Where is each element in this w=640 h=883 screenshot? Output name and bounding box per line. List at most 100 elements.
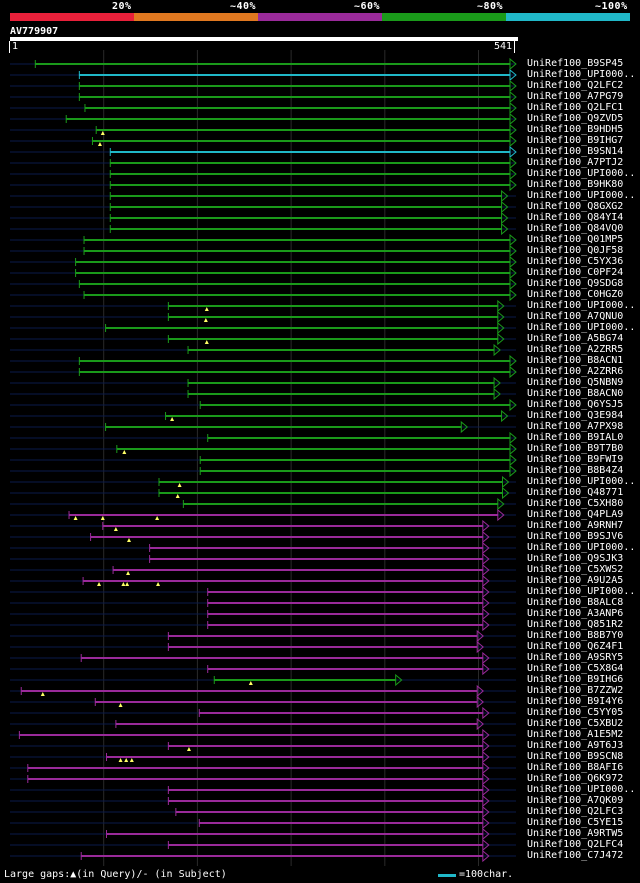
query-gap-marker xyxy=(248,681,253,685)
hit-label[interactable]: UniRef100_Q5NBN9 xyxy=(527,377,624,388)
hit-label[interactable]: UniRef100_B9HDH5 xyxy=(527,124,624,135)
hit-end-arrow xyxy=(509,178,517,192)
hit-label[interactable]: UniRef100_UPI000.. xyxy=(527,322,636,333)
ruler-end-label: 541 xyxy=(494,41,516,53)
hit-label[interactable]: UniRef100_A7PTJ2 xyxy=(527,157,624,168)
hit-label[interactable]: UniRef100_Q3E984 xyxy=(527,410,624,421)
hit-row xyxy=(10,398,517,412)
hit-label[interactable]: UniRef100_B9SCN8 xyxy=(527,751,624,762)
hit-label[interactable]: UniRef100_C5X8G4 xyxy=(527,663,624,674)
hit-label[interactable]: UniRef100_C7J472 xyxy=(527,850,624,861)
hit-label[interactable]: UniRef100_UPI000.. xyxy=(527,168,636,179)
query-gap-marker xyxy=(100,516,105,520)
hit-label[interactable]: UniRef100_B8B4Z4 xyxy=(527,465,624,476)
hit-label[interactable]: UniRef100_A1E5M2 xyxy=(527,729,624,740)
hit-label[interactable]: UniRef100_B9I4Y6 xyxy=(527,696,624,707)
hit-label[interactable]: UniRef100_Q6YSJ5 xyxy=(527,399,624,410)
hit-label[interactable]: UniRef100_Q851R2 xyxy=(527,619,624,630)
hit-label[interactable]: UniRef100_A9SRY5 xyxy=(527,652,624,663)
hit-label[interactable]: UniRef100_A9T6J3 xyxy=(527,740,624,751)
hit-end-arrow xyxy=(509,365,517,379)
hit-label[interactable]: UniRef100_B9IHG7 xyxy=(527,135,624,146)
hit-end-arrow xyxy=(482,552,490,566)
hit-label[interactable]: UniRef100_C5YX36 xyxy=(527,256,624,267)
hit-label[interactable]: UniRef100_B8AFI6 xyxy=(527,762,624,773)
hit-label[interactable]: UniRef100_C0PF24 xyxy=(527,267,624,278)
hit-label[interactable]: UniRef100_B7ZZW2 xyxy=(527,685,624,696)
hit-label[interactable]: UniRef100_C0HGZ0 xyxy=(527,289,624,300)
hit-label[interactable]: UniRef100_C5XH80 xyxy=(527,498,624,509)
hit-end-arrow xyxy=(509,442,517,456)
hit-label[interactable]: UniRef100_A7QNU0 xyxy=(527,311,624,322)
hit-row xyxy=(10,805,516,819)
hit-label[interactable]: UniRef100_Q2LFC3 xyxy=(527,806,624,817)
hit-label[interactable]: UniRef100_Q6K972 xyxy=(527,773,624,784)
hit-row xyxy=(10,816,516,830)
hit-label[interactable]: UniRef100_B9SJV6 xyxy=(527,531,624,542)
hit-label[interactable]: UniRef100_Q6Z4F1 xyxy=(527,641,624,652)
hit-label[interactable]: UniRef100_B9SP45 xyxy=(527,58,624,69)
hit-label[interactable]: UniRef100_Q9ZVD5 xyxy=(527,113,624,124)
hit-row xyxy=(10,354,517,368)
hit-label[interactable]: UniRef100_B9HK80 xyxy=(527,179,624,190)
hit-row xyxy=(10,321,516,335)
hit-label[interactable]: UniRef100_A5BG74 xyxy=(527,333,624,344)
hit-label[interactable]: UniRef100_UPI000.. xyxy=(527,300,636,311)
hit-label[interactable]: UniRef100_Q01MP5 xyxy=(527,234,624,245)
hit-label[interactable]: UniRef100_C5YY05 xyxy=(527,707,624,718)
hit-end-arrow xyxy=(482,596,490,610)
hit-label[interactable]: UniRef100_UPI000.. xyxy=(527,542,636,553)
hit-label[interactable]: UniRef100_A7PG79 xyxy=(527,91,624,102)
hit-label[interactable]: UniRef100_A2ZRR5 xyxy=(527,344,624,355)
hit-row xyxy=(10,189,516,203)
hit-label[interactable]: UniRef100_UPI000.. xyxy=(527,784,636,795)
hit-label[interactable]: UniRef100_B8ACN1 xyxy=(527,355,624,366)
hit-label[interactable]: UniRef100_C5XBU2 xyxy=(527,718,624,729)
hit-label[interactable]: UniRef100_UPI000.. xyxy=(527,586,636,597)
hit-label[interactable]: UniRef100_Q2LFC2 xyxy=(527,80,624,91)
hit-label[interactable]: UniRef100_B9T7B0 xyxy=(527,443,624,454)
hit-label[interactable]: UniRef100_Q84YI4 xyxy=(527,212,624,223)
hit-label[interactable]: UniRef100_B8ALC8 xyxy=(527,597,624,608)
hit-label[interactable]: UniRef100_Q84VQ0 xyxy=(527,223,624,234)
hit-row xyxy=(10,112,517,126)
hit-label[interactable]: UniRef100_B8ACN0 xyxy=(527,388,624,399)
hit-label[interactable]: UniRef100_Q4PLA9 xyxy=(527,509,624,520)
hit-label[interactable]: UniRef100_A9U2A5 xyxy=(527,575,624,586)
hit-label[interactable]: UniRef100_B9IAL0 xyxy=(527,432,624,443)
ruler-start-label: 1 xyxy=(9,41,18,53)
hit-end-arrow xyxy=(509,68,517,82)
hit-label[interactable]: UniRef100_A9RTW5 xyxy=(527,828,624,839)
hit-label[interactable]: UniRef100_Q8GXG2 xyxy=(527,201,624,212)
hit-label[interactable]: UniRef100_A7PX98 xyxy=(527,421,624,432)
hit-label[interactable]: UniRef100_B8B7Y0 xyxy=(527,630,624,641)
query-gap-marker xyxy=(170,417,175,421)
hit-end-arrow xyxy=(501,200,509,214)
hit-label[interactable]: UniRef100_Q9SDG8 xyxy=(527,278,624,289)
hit-label[interactable]: UniRef100_A7QK09 xyxy=(527,795,624,806)
hit-end-arrow xyxy=(509,233,517,247)
hit-label[interactable]: UniRef100_C5YE15 xyxy=(527,817,624,828)
hit-label[interactable]: UniRef100_UPI000.. xyxy=(527,190,636,201)
hit-label[interactable]: UniRef100_Q2LFC4 xyxy=(527,839,624,850)
hit-label[interactable]: UniRef100_B9SN14 xyxy=(527,146,624,157)
hit-label[interactable]: UniRef100_B9IHG6 xyxy=(527,674,624,685)
hit-label[interactable]: UniRef100_Q0JF58 xyxy=(527,245,624,256)
hit-label[interactable]: UniRef100_UPI000.. xyxy=(527,69,636,80)
hit-label[interactable]: UniRef100_C5XWS2 xyxy=(527,564,624,575)
hit-label[interactable]: UniRef100_B9FWI9 xyxy=(527,454,624,465)
hit-row xyxy=(10,310,516,324)
hit-label[interactable]: UniRef100_A2ZRR6 xyxy=(527,366,624,377)
query-gap-marker xyxy=(125,582,130,586)
scale-label-100: ~100% xyxy=(595,1,628,12)
hit-end-arrow xyxy=(509,112,517,126)
hit-label[interactable]: UniRef100_Q9SJK3 xyxy=(527,553,624,564)
hit-label[interactable]: UniRef100_Q48771 xyxy=(527,487,624,498)
scale-label-40: ~40% xyxy=(230,1,257,12)
query-gap-marker xyxy=(121,582,126,586)
hit-label[interactable]: UniRef100_Q2LFC1 xyxy=(527,102,624,113)
hit-label[interactable]: UniRef100_A9RNH7 xyxy=(527,520,624,531)
hit-label[interactable]: UniRef100_UPI000.. xyxy=(527,476,636,487)
hit-label[interactable]: UniRef100_A3ANP6 xyxy=(527,608,624,619)
